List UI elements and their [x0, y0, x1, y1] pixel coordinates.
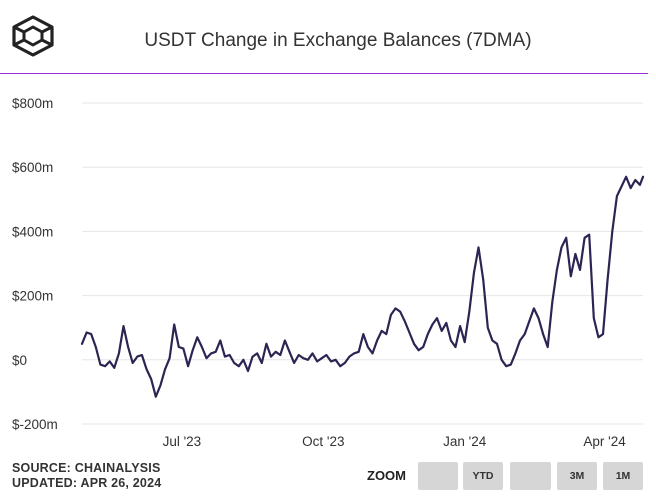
zoom-button-ytd[interactable]: YTD: [463, 462, 503, 490]
line-chart[interactable]: $-200m $0 $200m $400m $600m $800m Jul '23 Oct '…: [0, 80, 656, 460]
y-tick-label: $800m: [12, 96, 53, 111]
x-tick-label: Jan '24: [443, 434, 487, 449]
source-note: SOURCE: CHAINALYSIS UPDATED: APR 26, 202…: [12, 461, 161, 491]
y-tick-label: $600m: [12, 160, 53, 175]
source-text: SOURCE: CHAINALYSIS: [12, 461, 161, 475]
updated-text: UPDATED: APR 26, 2024: [12, 476, 162, 490]
zoom-button-3m[interactable]: 3M: [557, 462, 597, 490]
zoom-label: ZOOM: [367, 468, 406, 483]
title-divider: [0, 73, 648, 74]
zoom-button-1[interactable]: [418, 462, 458, 490]
chainalysis-logo-icon: [12, 15, 54, 57]
y-tick-label: $-200m: [12, 417, 58, 432]
y-tick-label: $0: [12, 353, 27, 368]
y-tick-label: $400m: [12, 224, 53, 239]
y-tick-label: $200m: [12, 289, 53, 304]
zoom-button-3[interactable]: [510, 462, 551, 490]
zoom-button-1m[interactable]: 1M: [603, 462, 643, 490]
x-tick-label: Apr '24: [583, 434, 626, 449]
x-tick-label: Jul '23: [163, 434, 202, 449]
x-tick-label: Oct '23: [302, 434, 344, 449]
chart-title: USDT Change in Exchange Balances (7DMA): [144, 30, 532, 51]
series-line: [80, 175, 645, 398]
